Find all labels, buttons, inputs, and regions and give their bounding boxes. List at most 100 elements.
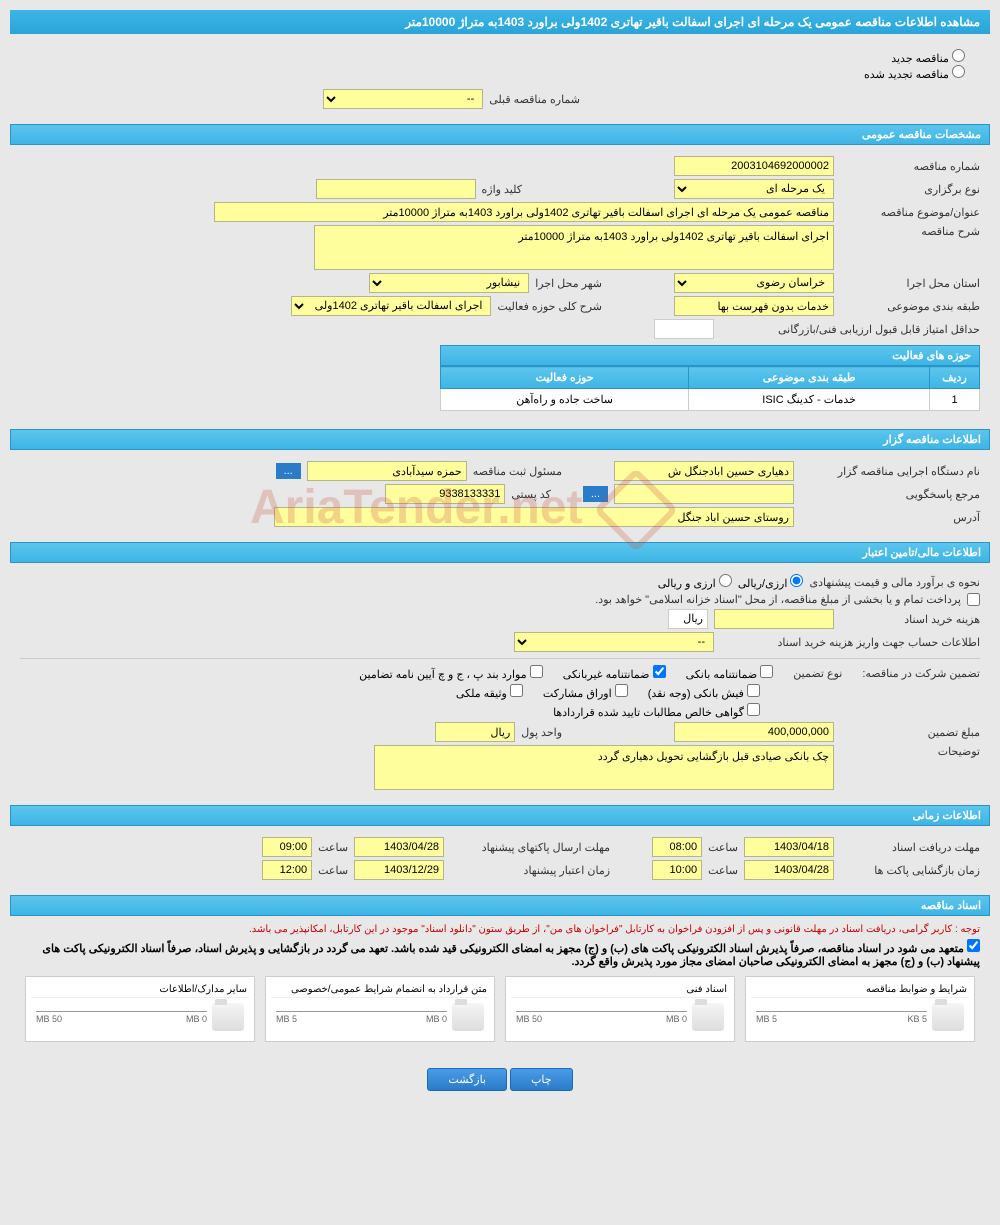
table-row: 1خدمات - کدینگ ISICساخت جاده و راه‌آهن: [441, 389, 980, 411]
file-box-title: شرایط و ضوابط مناقصه: [751, 982, 969, 998]
account-select[interactable]: --: [514, 632, 714, 652]
province-label: استان محل اجرا: [840, 277, 980, 290]
section-documents: اسناد مناقصه: [10, 895, 990, 916]
category-label: طبقه بندی موضوعی: [840, 300, 980, 313]
section-financial: اطلاعات مالی/تامین اعتبار: [10, 542, 990, 563]
keyword-field: [316, 179, 476, 199]
file-box-title: متن قرارداد به انضمام شرایط عمومی/خصوصی: [271, 982, 489, 998]
contact-field: [614, 484, 794, 504]
file-box-title: سایر مدارک/اطلاعات: [31, 982, 249, 998]
open-label: زمان بازگشایی پاکت ها: [840, 864, 980, 877]
postal-label: کد پستی: [511, 488, 550, 501]
treasury-checkbox[interactable]: [967, 593, 980, 606]
col-category: طبقه بندی موضوعی: [689, 367, 930, 389]
keyword-label: کلید واژه: [482, 183, 522, 196]
file-box[interactable]: سایر مدارک/اطلاعات 0 MB50 MB: [25, 976, 255, 1042]
contact-lookup-button[interactable]: ...: [583, 486, 608, 502]
chk-bank[interactable]: ضمانتنامه بانکی: [686, 665, 774, 681]
doc-cost-unit: ریال: [668, 609, 708, 629]
org-name-field: دهیاری حسین ابادجنگل ش: [614, 461, 794, 481]
receive-label: مهلت دریافت اسناد: [840, 841, 980, 854]
chk-items[interactable]: موارد بند پ ، ج و چ آیین نامه تضامین: [359, 665, 543, 681]
file-box[interactable]: شرایط و ضوابط مناقصه 5 KB5 MB: [745, 976, 975, 1042]
min-score-label: حداقل امتیاز قابل قبول ارزیابی فنی/بازرگ…: [720, 323, 980, 336]
chk-property[interactable]: وثیقه ملکی: [456, 684, 523, 700]
number-field: 2003104692000002: [674, 156, 834, 176]
section-organizer: اطلاعات مناقصه گزار: [10, 429, 990, 450]
file-box[interactable]: متن قرارداد به انضمام شرایط عمومی/خصوصی …: [265, 976, 495, 1042]
responsible-label: مسئول ثبت مناقصه: [473, 465, 562, 478]
radio-currency-2[interactable]: ارزی و ریالی: [658, 574, 732, 590]
responsible-lookup-button[interactable]: ...: [276, 463, 301, 479]
notes-label: توضیحات: [840, 745, 980, 758]
contact-label: مرجع پاسخگویی: [800, 488, 980, 501]
chk-bonds[interactable]: اوراق مشارکت: [543, 684, 628, 700]
type-label: نوع برگزاری: [840, 183, 980, 196]
radio-currency-1[interactable]: ارزی/ریالی: [738, 574, 804, 590]
responsible-field: حمزه سیدآبادی: [307, 461, 467, 481]
city-label: شهر محل اجرا: [535, 277, 602, 290]
desc-field: اجرای اسفالت باقیر تهاتری 1402ولی براورد…: [314, 225, 834, 270]
prev-number-label: شماره مناقصه قبلی: [489, 93, 580, 106]
postal-field: 9338133331: [385, 484, 505, 504]
guarantee-type-label: نوع تضمین: [793, 667, 842, 680]
validity-date: 1403/12/29: [354, 860, 444, 880]
open-date: 1403/04/28: [744, 860, 834, 880]
chk-cert[interactable]: گواهی خالص مطالبات تایید شده قراردادها: [553, 703, 760, 719]
doc-cost-field: [714, 609, 834, 629]
amount-label: مبلغ تضمین: [840, 726, 980, 739]
doc-cost-label: هزینه خرید اسناد: [840, 613, 980, 626]
chk-nonbank[interactable]: ضمانتنامه غیربانکی: [563, 665, 666, 681]
validity-time: 12:00: [262, 860, 312, 880]
activity-desc-select[interactable]: اجرای اسفالت باقیر تهاتری 1402ولی براورد…: [291, 296, 491, 316]
address-field: روستای حسین اباد جنگل: [274, 507, 794, 527]
org-name-label: نام دستگاه اجرایی مناقصه گزار: [800, 465, 980, 478]
notes-field: چک بانکی صیادی قبل بازگشایی تحویل دهیاری…: [374, 745, 834, 790]
file-box-title: اسناد فنی: [511, 982, 729, 998]
activity-desc-label: شرح کلی حوزه فعالیت: [497, 300, 602, 313]
commitment-checkbox[interactable]: [967, 939, 980, 952]
type-select[interactable]: یک مرحله ای: [674, 179, 834, 199]
print-button[interactable]: چاپ: [510, 1068, 573, 1091]
receive-time-label: ساعت: [708, 841, 738, 854]
open-time: 10:00: [652, 860, 702, 880]
title-field: مناقصه عمومی یک مرحله ای اجرای اسفالت با…: [214, 202, 834, 222]
folder-icon: [452, 1003, 484, 1031]
section-timing: اطلاعات زمانی: [10, 805, 990, 826]
prev-number-select[interactable]: --: [323, 89, 483, 109]
page-title-bar: مشاهده اطلاعات مناقصه عمومی یک مرحله ای …: [10, 10, 990, 34]
activity-table-title: حوزه های فعالیت: [440, 345, 980, 366]
folder-icon: [932, 1003, 964, 1031]
unit-field: ریال: [435, 722, 515, 742]
validity-label: زمان اعتبار پیشنهاد: [450, 864, 610, 877]
receive-date: 1403/04/18: [744, 837, 834, 857]
number-label: شماره مناقصه: [840, 160, 980, 173]
guarantee-label: تضمین شرکت در مناقصه:: [862, 667, 980, 680]
chk-cash[interactable]: فیش بانکی (وجه نقد): [648, 684, 760, 700]
col-row: ردیف: [930, 367, 980, 389]
title-label: عنوان/موضوع مناقصه: [840, 206, 980, 219]
min-score-field: [654, 319, 714, 339]
page-title: مشاهده اطلاعات مناقصه عمومی یک مرحله ای …: [405, 15, 980, 29]
receive-time: 08:00: [652, 837, 702, 857]
province-select[interactable]: خراسان رضوی: [674, 273, 834, 293]
doc-note-2: متعهد می شود در اسناد مناقصه، صرفاً پذیر…: [20, 939, 980, 968]
amount-field: 400,000,000: [674, 722, 834, 742]
city-select[interactable]: نیشابور: [369, 273, 529, 293]
back-button[interactable]: بازگشت: [427, 1068, 507, 1091]
category-field: خدمات بدون فهرست بها: [674, 296, 834, 316]
folder-icon: [212, 1003, 244, 1031]
treasury-note: پرداخت تمام و یا بخشی از مبلغ مناقصه، از…: [595, 593, 961, 606]
send-time: 09:00: [262, 837, 312, 857]
file-box[interactable]: اسناد فنی 0 MB50 MB: [505, 976, 735, 1042]
send-label: مهلت ارسال پاکتهای پیشنهاد: [450, 841, 610, 854]
folder-icon: [692, 1003, 724, 1031]
desc-label: شرح مناقصه: [840, 225, 980, 238]
account-label: اطلاعات حساب جهت واریز هزینه خرید اسناد: [720, 636, 980, 649]
radio-renewed-tender[interactable]: مناقصه تجدید شده: [864, 69, 965, 81]
radio-new-tender[interactable]: مناقصه جدید: [891, 53, 965, 65]
estimate-label: نحوه ی برآورد مالی و قیمت پیشنهادی: [809, 576, 980, 589]
col-field: حوزه فعالیت: [441, 367, 689, 389]
unit-label: واحد پول: [521, 726, 562, 739]
send-date: 1403/04/28: [354, 837, 444, 857]
